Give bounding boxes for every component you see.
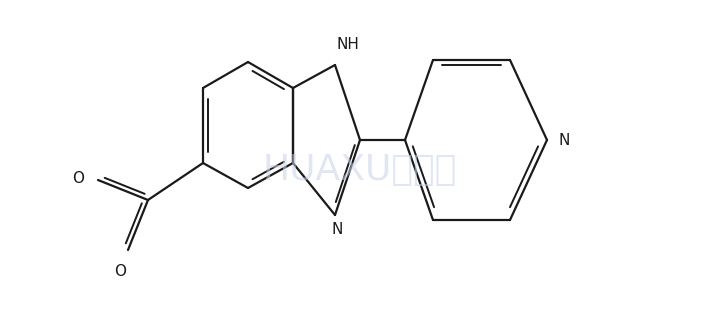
Text: NH: NH	[337, 37, 360, 52]
Text: HUAXU化学加: HUAXU化学加	[263, 153, 457, 187]
Text: N: N	[331, 222, 343, 237]
Text: O: O	[72, 171, 84, 186]
Text: N: N	[558, 132, 570, 148]
Text: O: O	[114, 264, 126, 279]
